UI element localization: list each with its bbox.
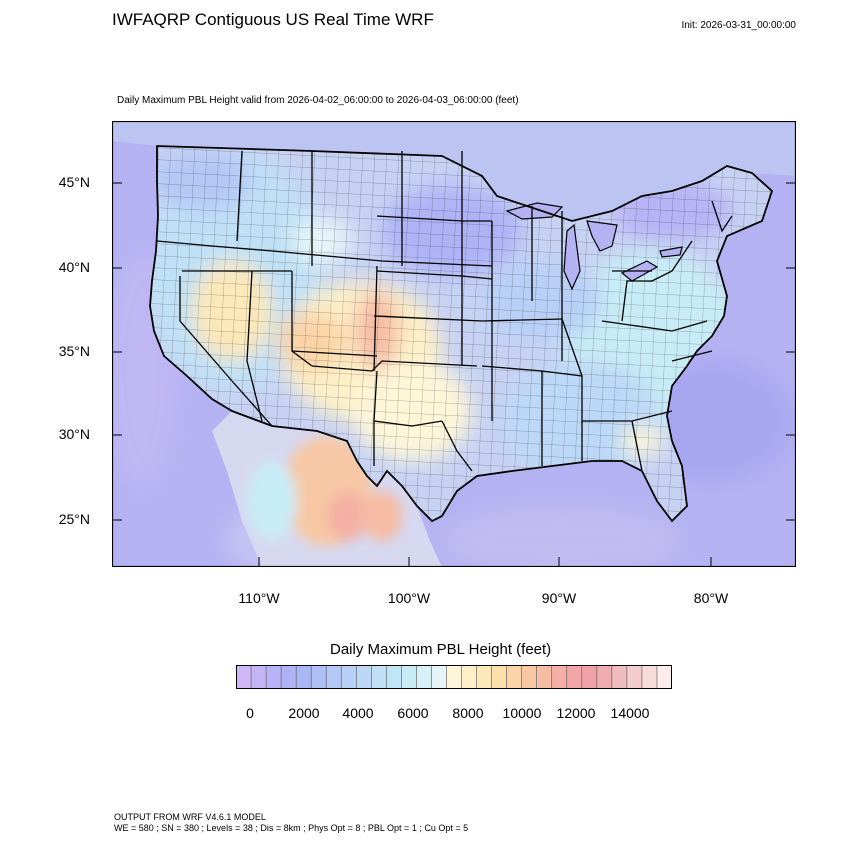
lat-label-30: 30°N: [58, 426, 90, 442]
colorbar-label-8000: 8000: [452, 705, 484, 721]
map-subtitle: Daily Maximum PBL Height valid from 2026…: [117, 95, 519, 106]
model-footer: OUTPUT FROM WRF V4.6.1 MODEL WE = 580 ; …: [114, 812, 468, 834]
footer-line-1: OUTPUT FROM WRF V4.6.1 MODEL: [114, 812, 266, 822]
colorbar-segment: [401, 665, 418, 689]
lat-label-25: 25°N: [58, 511, 90, 527]
colorbar-segment: [551, 665, 568, 689]
colorbar-segment: [416, 665, 433, 689]
colorbar-segment: [506, 665, 523, 689]
colorbar-segment: [340, 665, 357, 689]
lon-label-110: 110°W: [238, 590, 280, 606]
colorbar-segment: [641, 665, 658, 689]
colorbar-label-4000: 4000: [342, 705, 374, 721]
map-frame: [112, 121, 796, 567]
colorbar-label-10000: 10000: [502, 705, 542, 721]
colorbar-segment: [536, 665, 553, 689]
colorbar-segment: [521, 665, 538, 689]
colorbar-segment: [310, 665, 327, 689]
state-borders: [156, 150, 733, 472]
colorbar-label-0: 0: [246, 705, 254, 721]
colorbar-segment: [371, 665, 387, 689]
colorbar: [236, 665, 672, 689]
colorbar-segment: [581, 665, 598, 689]
colorbar-title: Daily Maximum PBL Height (feet): [330, 641, 552, 658]
colorbar-label-6000: 6000: [397, 705, 429, 721]
colorbar-segment: [461, 665, 478, 689]
colorbar-segment: [566, 665, 583, 689]
colorbar-segment: [491, 665, 508, 689]
colorbar-segment: [236, 665, 252, 689]
colorbar-segment: [386, 665, 402, 689]
colorbar-segment: [325, 665, 342, 689]
colorbar-segment: [476, 665, 493, 689]
colorbar-segment: [431, 665, 448, 689]
axis-ticks: [112, 182, 796, 567]
colorbar-border: [236, 665, 672, 689]
colorbar-segment: [250, 665, 267, 689]
colorbar-segment: [446, 665, 463, 689]
colorbar-segment: [280, 665, 297, 689]
colorbar-segment: [265, 665, 282, 689]
lat-label-40: 40°N: [58, 259, 90, 275]
chart-title: IWFAQRP Contiguous US Real Time WRF: [112, 10, 434, 29]
canada-land: [112, 121, 796, 221]
lon-label-100: 100°W: [387, 590, 431, 606]
colorbar-label-2000: 2000: [288, 705, 320, 721]
init-time: Init: 2026-03-31_00:00:00: [681, 20, 796, 31]
colorbar-segment: [596, 665, 613, 689]
colorbar-label-14000: 14000: [610, 705, 650, 721]
lon-label-90: 90°W: [541, 590, 577, 606]
footer-line-2: WE = 580 ; SN = 380 ; Levels = 38 ; Dis …: [114, 823, 469, 833]
colorbar-segment: [295, 665, 312, 689]
colorbar-segment: [626, 665, 643, 689]
lat-label-35: 35°N: [58, 343, 90, 359]
lon-label-80: 80°W: [693, 590, 729, 606]
pbl-height-map: [112, 121, 796, 567]
colorbar-segment: [611, 665, 628, 689]
colorbar-segment: [355, 665, 372, 689]
colorbar-label-12000: 12000: [556, 705, 596, 721]
lat-label-45: 45°N: [58, 174, 90, 190]
colorbar-segment: [656, 665, 672, 689]
